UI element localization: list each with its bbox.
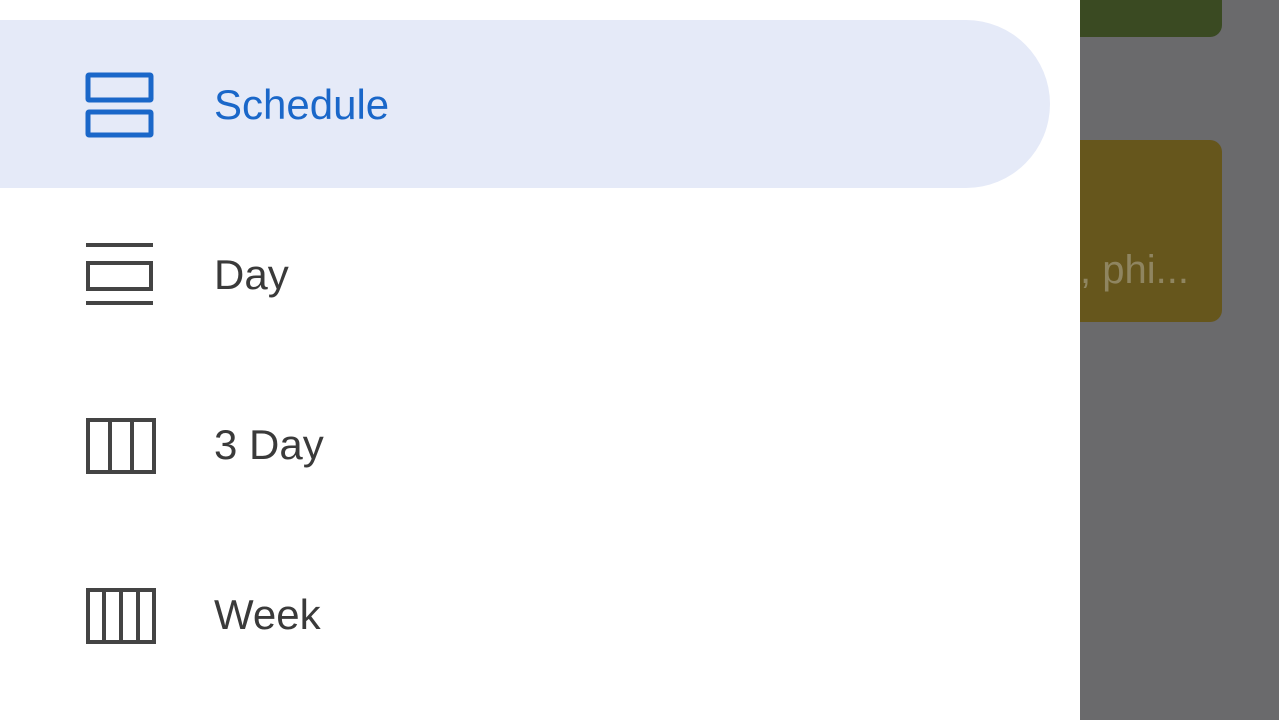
day-view-icon xyxy=(86,243,153,305)
navigation-drawer: Schedule Day 3 Day Week xyxy=(0,0,1080,720)
drawer-item-week[interactable]: Week xyxy=(0,530,1050,698)
drawer-item-label: 3 Day xyxy=(214,421,324,468)
schedule-view-icon xyxy=(85,72,154,138)
drawer-item-schedule[interactable]: Schedule xyxy=(0,20,1050,188)
three-day-view-icon xyxy=(86,418,156,474)
calendar-backdrop-scrim[interactable] xyxy=(1080,0,1279,720)
drawer-item-day[interactable]: Day xyxy=(0,190,1050,358)
drawer-item-label: Schedule xyxy=(214,81,390,128)
event-card-yellow: , phi... xyxy=(1080,140,1222,322)
event-card-green xyxy=(1080,0,1222,37)
drawer-item-label: Week xyxy=(214,591,321,638)
drawer-item-label: Day xyxy=(214,251,289,298)
drawer-item-3-day[interactable]: 3 Day xyxy=(0,360,1050,528)
week-view-icon xyxy=(86,588,156,644)
event-card-text: , phi... xyxy=(1080,248,1189,292)
